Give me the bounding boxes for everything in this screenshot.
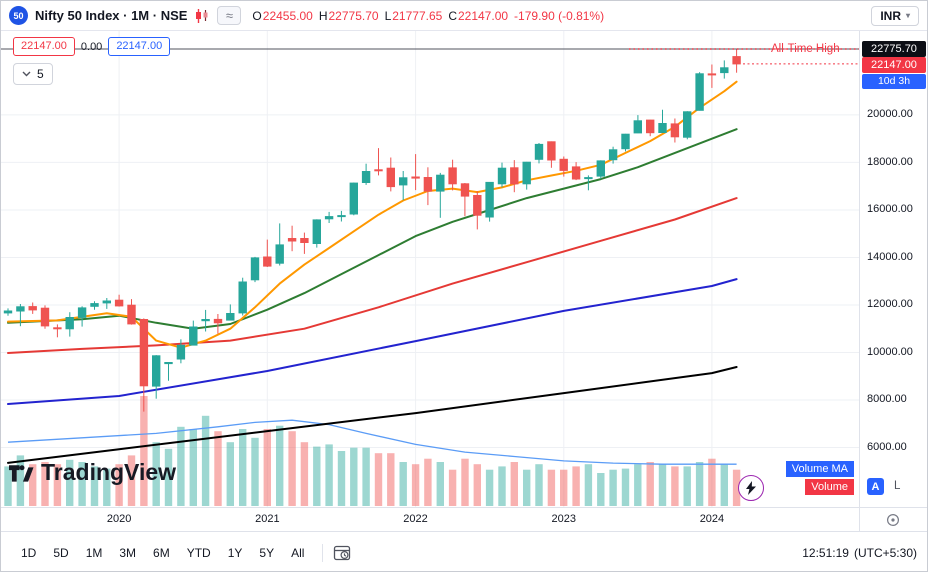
- axis-settings-icon[interactable]: [886, 513, 900, 527]
- low-value: 21777.65: [392, 8, 443, 23]
- high-value: 22775.70: [328, 8, 379, 23]
- axis-corner: [859, 507, 927, 531]
- y-axis-tick: 8000.00: [867, 393, 907, 406]
- range-button-ytd[interactable]: YTD: [179, 541, 219, 565]
- lightning-icon: [745, 481, 757, 495]
- chevron-down-icon: [22, 71, 31, 77]
- y-axis-tick: 16000.00: [867, 203, 913, 216]
- range-button-3m[interactable]: 3M: [111, 541, 144, 565]
- toolbar-divider: [322, 543, 324, 562]
- x-axis-label: 2020: [106, 513, 132, 525]
- currency-selector[interactable]: INR ▾: [871, 5, 919, 26]
- ath-price-box: 22775.70: [862, 41, 926, 57]
- x-axis-label: 2021: [255, 513, 280, 525]
- y-axis-tick: 20000.00: [867, 108, 913, 121]
- range-button-1d[interactable]: 1D: [13, 541, 44, 565]
- instant-order-button[interactable]: [738, 475, 764, 501]
- currency-value: INR: [880, 8, 901, 23]
- clock-time: 12:51:19: [802, 545, 849, 560]
- price-diff-value: 0.00: [80, 40, 103, 53]
- y-axis-tick: 6000.00: [867, 441, 907, 453]
- range-button-5y[interactable]: 5Y: [251, 541, 282, 565]
- auto-scale-button[interactable]: A: [867, 478, 884, 495]
- object-tree-count: 5: [37, 67, 44, 81]
- log-scale-button[interactable]: L: [894, 480, 901, 492]
- close-value: 22147.00: [457, 8, 509, 23]
- go-to-date-button[interactable]: [333, 544, 351, 562]
- x-axis-label: 2022: [403, 513, 428, 525]
- range-button-5d[interactable]: 5D: [45, 541, 76, 565]
- range-button-1y[interactable]: 1Y: [220, 541, 251, 565]
- watermark-text: TradingView: [41, 459, 177, 485]
- tradingview-logo-icon: [9, 462, 34, 484]
- symbol-logo[interactable]: 50: [9, 6, 28, 25]
- price-label-red[interactable]: 22147.00: [13, 37, 75, 56]
- volume-ma-badge[interactable]: Volume MA: [785, 461, 854, 477]
- price-label-blue[interactable]: 22147.00: [108, 37, 171, 56]
- range-button-6m[interactable]: 6M: [145, 541, 178, 565]
- price-chart-canvas[interactable]: [1, 1, 859, 507]
- x-axis-label: 2024: [699, 513, 725, 525]
- all-time-high-label: All-Time High: [771, 43, 840, 55]
- y-axis-tick: 12000.00: [867, 298, 913, 311]
- bottom-toolbar: 1D 5D 1M 3M 6M YTD 1Y 5Y All 12:51:19 (UTC+5:30): [1, 531, 927, 571]
- open-label: O: [252, 8, 262, 23]
- y-axis-tick: 14000.00: [867, 250, 913, 263]
- tradingview-watermark[interactable]: TradingView: [9, 459, 176, 486]
- bar-countdown-box: 10d 3h: [862, 73, 926, 89]
- price-axis[interactable]: 20000.00 18000.00 16000.00 14000.00 12000.00…: [859, 31, 927, 507]
- indicator-icon[interactable]: ≈: [217, 6, 242, 25]
- chart-type-candle-icon[interactable]: [194, 8, 210, 24]
- volume-badge[interactable]: Volume: [805, 479, 854, 495]
- low-label: L: [384, 8, 392, 23]
- y-axis-tick: 10000.00: [867, 345, 913, 358]
- object-tree-button[interactable]: 5: [13, 63, 53, 85]
- chart-header: 50 Nifty 50 Index · 1M · NSE ≈ O 22455.00…: [1, 1, 927, 31]
- close-label: C: [448, 8, 457, 23]
- price-line-labels: 22147.00 0.00 22147.00: [13, 37, 171, 56]
- high-label: H: [318, 8, 328, 23]
- x-axis-label: 2023: [551, 513, 576, 525]
- last-price-box: 22147.00: [862, 57, 926, 73]
- clock-timezone: (UTC+5:30): [853, 545, 917, 560]
- clock[interactable]: 12:51:19 (UTC+5:30): [802, 546, 917, 560]
- range-button-all[interactable]: All: [283, 541, 312, 565]
- chart-pane[interactable]: 22147.00 0.00 22147.00 5 All-Time High T…: [1, 1, 859, 507]
- chevron-down-icon: ▾: [905, 11, 910, 20]
- y-axis-tick: 18000.00: [867, 155, 913, 168]
- time-axis[interactable]: 2020 2021 2022 2023 2024: [1, 507, 859, 531]
- range-button-1m[interactable]: 1M: [78, 541, 111, 565]
- ohlc-values: O 22455.00 H 22775.70 L 21777.65 C 22147.00 …: [252, 9, 604, 23]
- change-value: -179.90 (-0.81%): [514, 8, 605, 23]
- open-value: 22455.00: [262, 8, 313, 23]
- symbol-title[interactable]: Nifty 50 Index · 1M · NSE: [35, 8, 188, 23]
